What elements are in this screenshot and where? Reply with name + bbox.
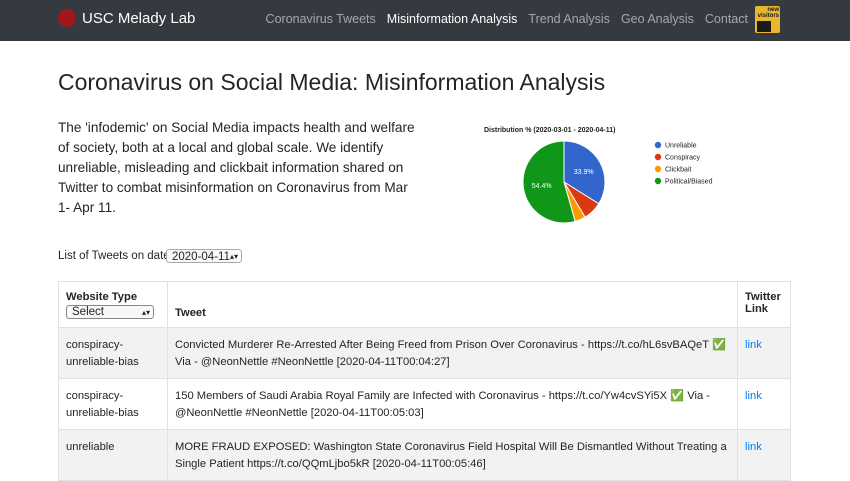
header-twitter-link: Twitter Link bbox=[737, 281, 791, 328]
header-tweet: Tweet bbox=[167, 281, 738, 328]
badge-text: new visitors bbox=[757, 7, 779, 19]
distribution-pie-chart: Distribution % (2020-03-01 - 2020-04-11)… bbox=[482, 120, 742, 230]
twitter-link[interactable]: link bbox=[737, 429, 791, 481]
legend-label: Political/Biased bbox=[665, 179, 713, 186]
website-type-cell: unreliable bbox=[58, 429, 168, 481]
header-website-type: Website Type Select ▴▾ bbox=[58, 281, 168, 328]
website-type-select-value: Select bbox=[72, 306, 104, 318]
website-type-select[interactable]: Select ▴▾ bbox=[66, 305, 154, 319]
brand-link[interactable]: USC Melady Lab bbox=[58, 9, 195, 27]
select-arrows-icon: ▴▾ bbox=[141, 308, 150, 317]
nav-links: Coronavirus Tweets Misinformation Analys… bbox=[266, 12, 748, 26]
pie-slice-political-biased bbox=[522, 140, 576, 224]
nav-geo-analysis[interactable]: Geo Analysis bbox=[620, 12, 694, 26]
website-type-cell: conspiracy-unreliable-bias bbox=[58, 327, 168, 379]
legend-label: Conspiracy bbox=[665, 155, 701, 162]
nav-contact[interactable]: Contact bbox=[704, 12, 748, 26]
visitor-counter-badge: new visitors bbox=[755, 6, 780, 33]
legend-marker bbox=[654, 165, 662, 173]
pie-slice-value-label: 33.9% bbox=[574, 169, 594, 176]
nav-trend-analysis[interactable]: Trend Analysis bbox=[528, 12, 610, 26]
tweet-cell: Convicted Murderer Re-Arrested After Bei… bbox=[167, 327, 738, 379]
table-row: conspiracy-unreliable-bias Convicted Mur… bbox=[58, 327, 791, 379]
legend-marker bbox=[654, 153, 662, 161]
lab-logo-icon bbox=[58, 9, 76, 27]
nav-misinformation-analysis[interactable]: Misinformation Analysis bbox=[386, 12, 518, 26]
date-select-value: 2020-04-11 bbox=[172, 251, 230, 263]
chart-title: Distribution % (2020-03-01 - 2020-04-11) bbox=[484, 127, 616, 134]
twitter-link[interactable]: link bbox=[737, 327, 791, 379]
twitter-link[interactable]: link bbox=[737, 378, 791, 430]
legend-marker bbox=[654, 177, 662, 185]
badge-logo-icon bbox=[757, 21, 771, 32]
table-row: conspiracy-unreliable-bias 150 Members o… bbox=[58, 378, 791, 430]
nav-coronavirus-tweets[interactable]: Coronavirus Tweets bbox=[265, 12, 376, 26]
tweets-table: Website Type Select ▴▾ Tweet Twitter Lin… bbox=[58, 281, 791, 481]
pie-chart-svg: Distribution % (2020-03-01 - 2020-04-11)… bbox=[484, 127, 713, 224]
date-filter-label: List of Tweets on date bbox=[58, 250, 170, 262]
legend-marker bbox=[654, 141, 662, 149]
website-type-cell: conspiracy-unreliable-bias bbox=[58, 378, 168, 430]
table-row: unreliable MORE FRAUD EXPOSED: Washingto… bbox=[58, 429, 791, 481]
page-title: Coronavirus on Social Media: Misinformat… bbox=[58, 69, 606, 95]
navbar: USC Melady Lab Coronavirus Tweets Misinf… bbox=[0, 0, 850, 41]
tweet-cell: 150 Members of Saudi Arabia Royal Family… bbox=[167, 378, 738, 430]
brand-name: USC Melady Lab bbox=[82, 9, 196, 27]
select-arrows-icon: ▴▾ bbox=[229, 252, 238, 261]
legend-label: Unreliable bbox=[665, 143, 697, 150]
header-website-type-label: Website Type bbox=[66, 291, 138, 303]
pie-slice-value-label: 54.4% bbox=[532, 183, 552, 190]
intro-paragraph: The 'infodemic' on Social Media impacts … bbox=[58, 120, 415, 215]
date-select[interactable]: 2020-04-11 ▴▾ bbox=[166, 249, 242, 263]
legend-label: Clickbait bbox=[665, 167, 692, 174]
tweet-cell: MORE FRAUD EXPOSED: Washington State Cor… bbox=[167, 429, 738, 481]
